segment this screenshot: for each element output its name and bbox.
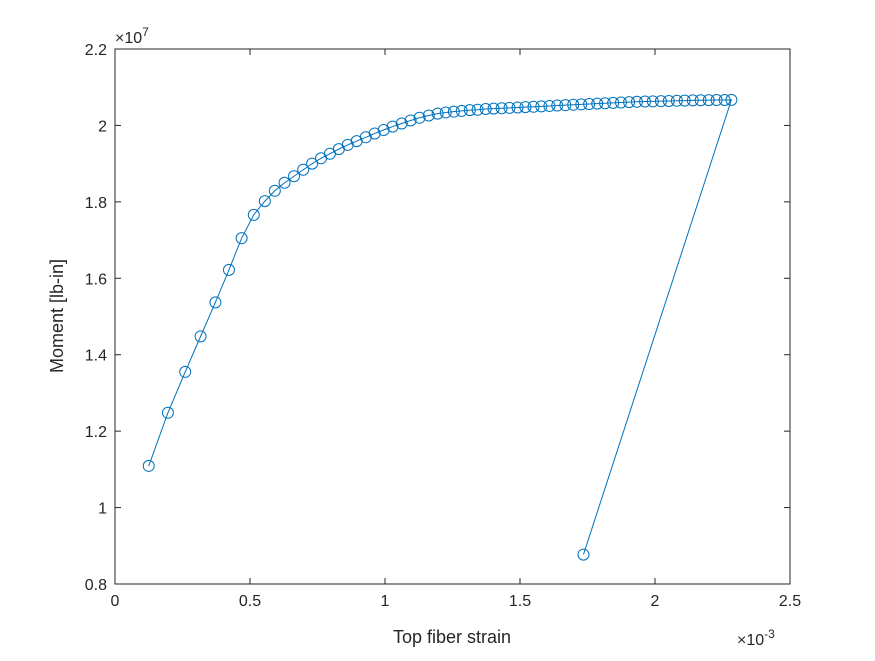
y-exponent-power: 7 bbox=[142, 25, 149, 39]
y-exponent-label: ×107 bbox=[115, 25, 149, 47]
data-point bbox=[543, 99, 556, 112]
y-exponent-base: ×10 bbox=[115, 30, 142, 47]
data-point bbox=[377, 124, 390, 137]
plot-area bbox=[114, 48, 791, 585]
data-point bbox=[567, 98, 580, 111]
data-point bbox=[447, 105, 460, 118]
x-tick-label: 2.5 bbox=[779, 593, 801, 610]
data-point bbox=[306, 157, 319, 170]
data-point bbox=[422, 109, 435, 122]
data-point bbox=[577, 548, 590, 561]
series-layer bbox=[142, 93, 738, 561]
y-tick-label: 1 bbox=[98, 501, 107, 518]
data-point bbox=[575, 98, 588, 111]
data-point bbox=[710, 94, 723, 107]
data-point bbox=[559, 99, 572, 112]
data-point bbox=[439, 106, 452, 119]
y-tick-label: 0.8 bbox=[85, 577, 107, 594]
data-point bbox=[662, 94, 675, 107]
ticks-layer: 0 0.5 1 1.5 2 2.5 0.8 1 1.2 1.4 1.6 1.8 2 2.2 bbox=[85, 42, 801, 610]
data-point bbox=[161, 406, 174, 419]
data-point bbox=[431, 107, 444, 120]
x-tick-label: 1 bbox=[381, 593, 390, 610]
data-point bbox=[404, 114, 417, 127]
data-point bbox=[718, 93, 731, 106]
data-point bbox=[471, 103, 484, 116]
data-point bbox=[511, 101, 524, 114]
y-tick-label: 1.8 bbox=[85, 195, 107, 212]
data-point bbox=[278, 176, 291, 189]
data-point bbox=[725, 93, 738, 106]
y-tick-label: 1.2 bbox=[85, 424, 107, 441]
data-point bbox=[222, 263, 235, 276]
data-point bbox=[479, 103, 492, 115]
data-point bbox=[686, 94, 699, 107]
data-point bbox=[235, 232, 248, 245]
data-point bbox=[678, 94, 691, 107]
data-point bbox=[297, 163, 310, 176]
y-axis-title: Moment [lb-in] bbox=[47, 259, 67, 373]
data-point bbox=[654, 95, 667, 108]
data-point bbox=[413, 111, 426, 124]
x-tick-label: 0 bbox=[111, 593, 120, 610]
data-point bbox=[395, 117, 408, 130]
data-point bbox=[623, 96, 636, 109]
y-tick-label: 2 bbox=[98, 118, 107, 135]
data-point bbox=[646, 95, 659, 108]
data-point bbox=[386, 120, 399, 133]
data-point bbox=[639, 95, 652, 108]
x-tick-label: 0.5 bbox=[239, 593, 261, 610]
data-point bbox=[455, 104, 468, 117]
data-point bbox=[591, 97, 604, 110]
data-point bbox=[535, 100, 548, 113]
data-point bbox=[670, 94, 683, 107]
data-point bbox=[614, 96, 627, 109]
x-exponent-power: -3 bbox=[764, 627, 775, 641]
data-point bbox=[607, 96, 620, 109]
data-point bbox=[630, 95, 643, 108]
data-point bbox=[487, 102, 500, 115]
data-point bbox=[599, 97, 612, 110]
data-point bbox=[194, 330, 207, 343]
data-point bbox=[258, 195, 271, 208]
y-tick-label: 2.2 bbox=[85, 42, 107, 59]
data-point bbox=[495, 102, 508, 115]
x-axis-title: Top fiber strain bbox=[393, 627, 511, 647]
data-point bbox=[268, 184, 281, 197]
x-tick-label: 2 bbox=[651, 593, 660, 610]
data-point bbox=[519, 101, 532, 114]
data-point bbox=[209, 296, 222, 309]
data-point bbox=[463, 104, 476, 117]
y-tick-label: 1.4 bbox=[85, 348, 107, 365]
x-exponent-base: ×10 bbox=[737, 632, 764, 649]
data-point bbox=[368, 127, 381, 140]
data-point bbox=[583, 98, 596, 111]
data-point bbox=[527, 100, 540, 113]
data-point bbox=[503, 101, 516, 114]
data-point bbox=[551, 99, 564, 112]
data-point bbox=[179, 365, 192, 378]
series-line bbox=[148, 99, 733, 555]
data-point bbox=[702, 94, 715, 107]
data-point bbox=[247, 208, 260, 221]
data-point bbox=[288, 170, 301, 183]
data-point bbox=[142, 459, 155, 472]
x-exponent-label: ×10-3 bbox=[737, 627, 775, 649]
x-tick-label: 1.5 bbox=[509, 593, 531, 610]
y-tick-label: 1.6 bbox=[85, 271, 107, 288]
data-point bbox=[694, 94, 707, 107]
